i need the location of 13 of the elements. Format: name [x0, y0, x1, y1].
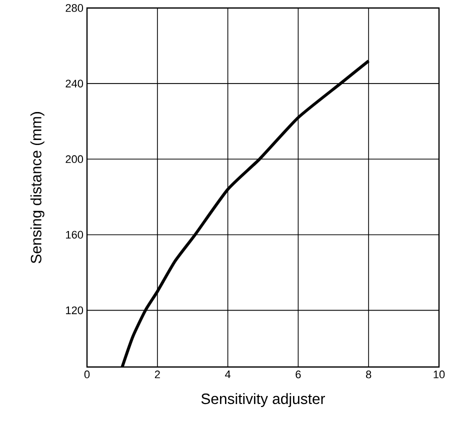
- x-tick-label: 2: [154, 370, 160, 378]
- x-tick-label: 0: [84, 370, 90, 378]
- y-tick-label: 240: [66, 80, 84, 88]
- x-tick-label: 6: [296, 370, 301, 378]
- x-axis-title: Sensitivity adjuster: [201, 393, 326, 408]
- x-tick-label: 8: [366, 370, 372, 378]
- y-tick-label: 200: [66, 155, 84, 164]
- x-tick-label: 4: [225, 370, 231, 378]
- y-tick-label: 160: [66, 230, 84, 239]
- y-tick-label: 120: [66, 306, 84, 314]
- y-tick-label: 280: [66, 4, 84, 12]
- x-tick-label: 10: [434, 370, 445, 378]
- y-axis-title: Sensing distance (mm): [30, 112, 44, 264]
